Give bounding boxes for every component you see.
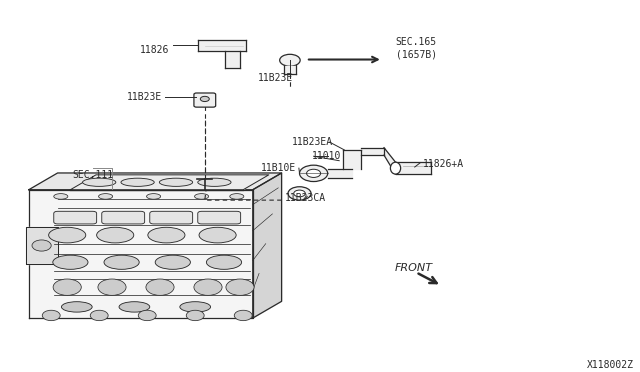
Ellipse shape <box>121 178 154 186</box>
FancyBboxPatch shape <box>150 211 193 224</box>
Polygon shape <box>29 190 253 318</box>
Circle shape <box>138 310 156 321</box>
Ellipse shape <box>390 162 401 174</box>
Ellipse shape <box>159 178 193 186</box>
Ellipse shape <box>53 255 88 269</box>
FancyBboxPatch shape <box>54 211 97 224</box>
Circle shape <box>307 169 321 177</box>
Ellipse shape <box>49 227 86 243</box>
Text: 11B10E: 11B10E <box>261 163 296 173</box>
Text: 11B23E: 11B23E <box>257 73 293 83</box>
Ellipse shape <box>198 178 231 186</box>
Ellipse shape <box>147 193 161 199</box>
Circle shape <box>146 279 174 295</box>
Text: 11010: 11010 <box>312 151 341 161</box>
Ellipse shape <box>54 193 68 199</box>
Text: 11826+A: 11826+A <box>422 159 463 169</box>
Text: 11B23CA: 11B23CA <box>285 193 326 203</box>
Circle shape <box>280 54 300 66</box>
Circle shape <box>300 165 328 182</box>
Circle shape <box>53 279 81 295</box>
Ellipse shape <box>230 193 244 199</box>
Ellipse shape <box>156 255 191 269</box>
Ellipse shape <box>199 227 236 243</box>
Ellipse shape <box>104 255 140 269</box>
FancyBboxPatch shape <box>102 211 145 224</box>
Text: SEC.165
(1657B): SEC.165 (1657B) <box>396 37 436 60</box>
Circle shape <box>200 96 209 102</box>
Polygon shape <box>361 148 384 155</box>
Ellipse shape <box>97 227 134 243</box>
Circle shape <box>98 279 126 295</box>
Ellipse shape <box>119 302 150 312</box>
Circle shape <box>194 279 222 295</box>
Text: FRONT: FRONT <box>395 263 433 273</box>
Polygon shape <box>70 175 269 190</box>
Polygon shape <box>29 173 282 190</box>
FancyBboxPatch shape <box>194 93 216 107</box>
Circle shape <box>226 279 254 295</box>
Text: 11B23EA: 11B23EA <box>292 137 333 147</box>
Circle shape <box>32 240 51 251</box>
Circle shape <box>42 310 60 321</box>
Circle shape <box>294 190 305 197</box>
Text: X118002Z: X118002Z <box>587 360 634 369</box>
Ellipse shape <box>99 193 113 199</box>
Ellipse shape <box>195 193 209 199</box>
Ellipse shape <box>206 255 242 269</box>
Text: 11826: 11826 <box>140 45 170 55</box>
Ellipse shape <box>180 302 211 312</box>
Ellipse shape <box>61 302 92 312</box>
Ellipse shape <box>148 227 185 243</box>
Circle shape <box>186 310 204 321</box>
Circle shape <box>90 310 108 321</box>
Polygon shape <box>26 227 58 264</box>
Ellipse shape <box>83 178 116 186</box>
Text: 11B23E: 11B23E <box>127 93 162 102</box>
Polygon shape <box>253 173 282 318</box>
Text: SEC.111: SEC.111 <box>72 170 113 180</box>
FancyBboxPatch shape <box>198 211 241 224</box>
Circle shape <box>288 187 311 200</box>
Circle shape <box>234 310 252 321</box>
